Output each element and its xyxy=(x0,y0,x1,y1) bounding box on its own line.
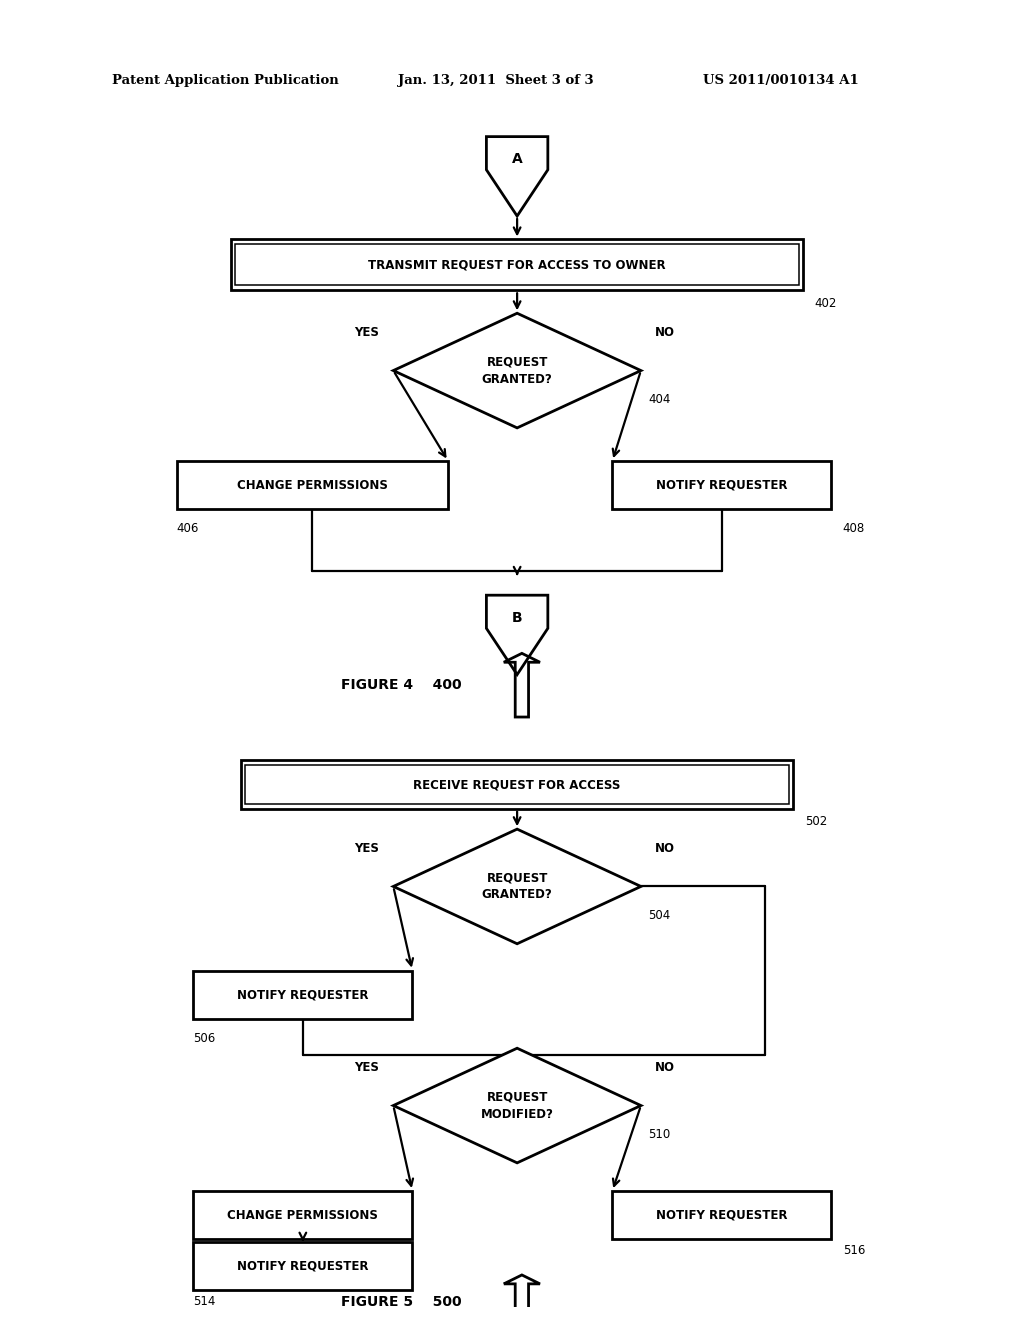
Text: CHANGE PERMISSIONS: CHANGE PERMISSIONS xyxy=(227,1209,378,1221)
Text: NO: NO xyxy=(655,1061,675,1074)
Text: NO: NO xyxy=(655,326,675,339)
Bar xyxy=(241,760,794,809)
Text: YES: YES xyxy=(354,842,379,855)
Polygon shape xyxy=(486,595,548,675)
Text: FIGURE 4    400: FIGURE 4 400 xyxy=(341,678,462,692)
Text: REQUEST
GRANTED?: REQUEST GRANTED? xyxy=(481,871,553,902)
Text: 502: 502 xyxy=(805,816,827,828)
Text: 406: 406 xyxy=(177,523,199,535)
Text: NOTIFY REQUESTER: NOTIFY REQUESTER xyxy=(238,1259,369,1272)
Text: NOTIFY REQUESTER: NOTIFY REQUESTER xyxy=(238,989,369,1001)
Bar xyxy=(236,244,799,285)
Text: 506: 506 xyxy=(194,1032,216,1044)
Text: A: A xyxy=(512,152,522,166)
Text: NO: NO xyxy=(655,842,675,855)
Text: RECEIVE REQUEST FOR ACCESS: RECEIVE REQUEST FOR ACCESS xyxy=(414,777,621,791)
Polygon shape xyxy=(393,1048,641,1163)
Bar xyxy=(194,970,413,1019)
Text: 404: 404 xyxy=(648,393,671,407)
Bar xyxy=(177,461,449,510)
Text: Patent Application Publication: Patent Application Publication xyxy=(113,74,339,87)
Bar xyxy=(612,1191,831,1239)
Text: NOTIFY REQUESTER: NOTIFY REQUESTER xyxy=(656,479,787,491)
Text: 402: 402 xyxy=(814,297,837,310)
Text: TRANSMIT REQUEST FOR ACCESS TO OWNER: TRANSMIT REQUEST FOR ACCESS TO OWNER xyxy=(369,259,666,272)
Text: REQUEST
MODIFIED?: REQUEST MODIFIED? xyxy=(480,1090,554,1121)
Text: Jan. 13, 2011  Sheet 3 of 3: Jan. 13, 2011 Sheet 3 of 3 xyxy=(398,74,594,87)
Polygon shape xyxy=(486,137,548,216)
Bar xyxy=(194,1191,413,1239)
Text: 510: 510 xyxy=(648,1129,671,1142)
Polygon shape xyxy=(393,829,641,944)
Text: 504: 504 xyxy=(648,909,671,923)
Text: CHANGE PERMISSIONS: CHANGE PERMISSIONS xyxy=(237,479,388,491)
Text: 408: 408 xyxy=(843,523,865,535)
Text: YES: YES xyxy=(354,1061,379,1074)
Text: REQUEST
GRANTED?: REQUEST GRANTED? xyxy=(481,355,553,385)
Text: 512: 512 xyxy=(194,1245,216,1258)
Text: US 2011/0010134 A1: US 2011/0010134 A1 xyxy=(702,74,858,87)
Text: B: B xyxy=(512,611,522,624)
Text: 514: 514 xyxy=(194,1295,216,1308)
Text: YES: YES xyxy=(354,326,379,339)
Bar xyxy=(231,239,803,290)
Bar xyxy=(245,766,790,804)
Polygon shape xyxy=(393,313,641,428)
Text: 516: 516 xyxy=(843,1245,865,1258)
Bar xyxy=(194,1242,413,1290)
Bar xyxy=(612,461,831,510)
Text: FIGURE 5    500: FIGURE 5 500 xyxy=(341,1295,462,1309)
Text: NOTIFY REQUESTER: NOTIFY REQUESTER xyxy=(656,1209,787,1221)
